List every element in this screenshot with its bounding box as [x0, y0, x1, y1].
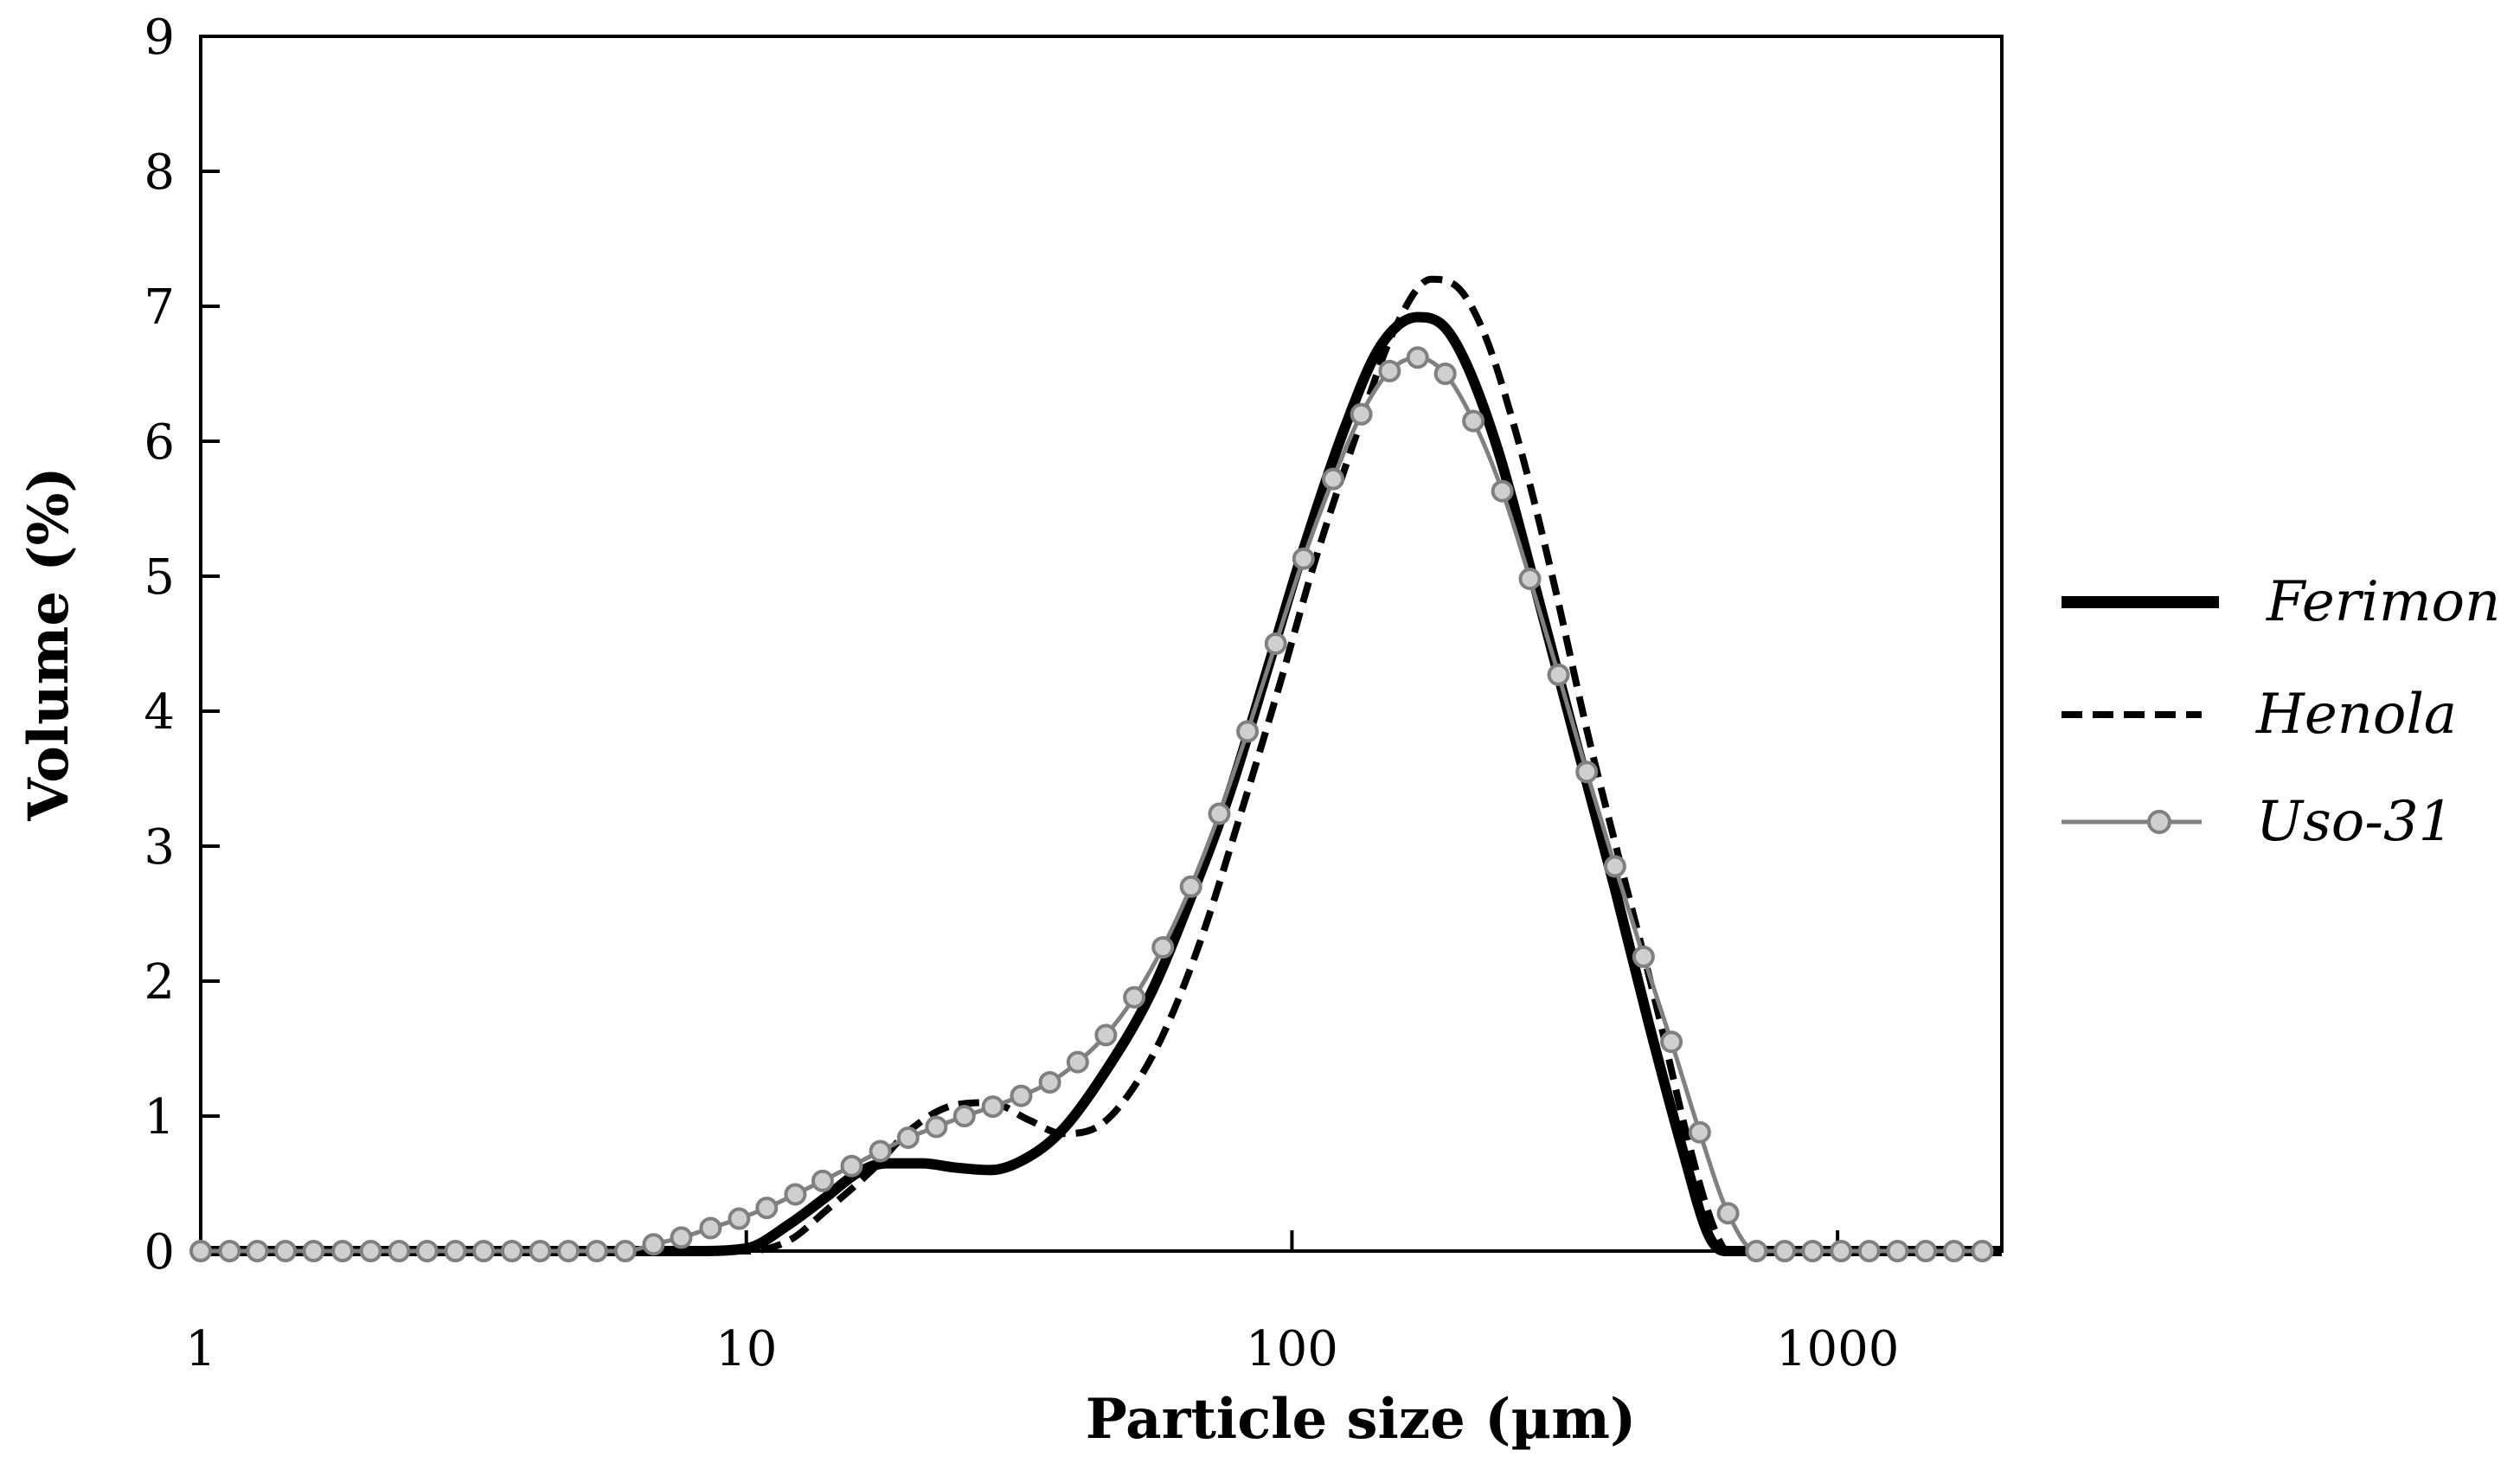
data-point: [388, 1240, 411, 1262]
data-point: [642, 1233, 665, 1256]
data-point: [1236, 720, 1260, 743]
y-tick-label: 0: [144, 1224, 175, 1280]
legend-label-uso31: Uso-31: [2256, 790, 2453, 854]
data-point: [273, 1240, 297, 1262]
data-point: [1010, 1084, 1033, 1107]
data-point: [1801, 1240, 1824, 1262]
legend-label-henola: Henola: [2255, 683, 2457, 747]
data-point: [1066, 1050, 1089, 1074]
y-tick-label: 4: [144, 684, 175, 741]
data-point: [1406, 346, 1429, 369]
y-tick-label: 8: [144, 144, 175, 201]
x-axis-title: Particle size (µm): [1086, 1387, 1637, 1452]
data-point: [444, 1240, 467, 1262]
data-point: [472, 1240, 496, 1262]
data-point: [1575, 760, 1599, 784]
data-point: [1179, 875, 1202, 898]
data-point: [925, 1115, 948, 1139]
data-point: [331, 1240, 355, 1262]
y-axis-title: Volume (%): [16, 466, 81, 821]
data-point: [1632, 945, 1655, 968]
data-point: [670, 1226, 693, 1249]
data-point: [585, 1240, 608, 1262]
data-point: [1292, 547, 1315, 570]
y-tick-label: 7: [144, 279, 175, 336]
legend-swatch-uso31-marker: [2147, 810, 2171, 834]
data-point: [1350, 402, 1373, 426]
data-point: [1151, 936, 1175, 959]
data-point: [1603, 855, 1626, 878]
x-tick-label: 100: [1246, 1321, 1338, 1377]
data-point: [1094, 1024, 1118, 1047]
data-point: [1038, 1071, 1061, 1094]
data-point: [1123, 985, 1146, 1009]
data-point: [952, 1105, 976, 1127]
data-point: [1971, 1240, 1994, 1262]
data-point: [1716, 1202, 1740, 1225]
data-point: [1857, 1240, 1881, 1262]
y-tick-label: 3: [144, 819, 175, 876]
data-point: [755, 1197, 779, 1220]
y-tick-label: 1: [144, 1089, 175, 1146]
data-point: [1886, 1240, 1909, 1262]
data-point: [840, 1154, 863, 1178]
x-tick-label: 1000: [1776, 1321, 1900, 1377]
data-point: [896, 1126, 920, 1149]
data-point: [1745, 1240, 1768, 1262]
data-point: [1208, 802, 1231, 825]
y-tick-label: 5: [144, 549, 175, 606]
data-point: [728, 1207, 751, 1230]
series-layer: [189, 275, 2002, 1262]
y-tick-label: 2: [144, 954, 175, 1011]
data-point: [1688, 1120, 1711, 1144]
data-point: [1264, 632, 1287, 655]
data-point: [1773, 1240, 1797, 1262]
data-point: [246, 1240, 269, 1262]
data-point: [189, 1240, 212, 1262]
series-uso31: [189, 346, 1994, 1262]
data-point: [218, 1240, 241, 1262]
data-point: [415, 1240, 439, 1262]
y-tick-label: 6: [144, 414, 175, 471]
data-point: [1378, 359, 1401, 382]
data-point: [1830, 1240, 1853, 1262]
data-point: [869, 1139, 892, 1163]
data-point: [1433, 363, 1457, 385]
x-tick-label: 1: [185, 1321, 216, 1377]
x-tick-label: 10: [715, 1321, 777, 1377]
data-point: [1547, 663, 1570, 686]
data-point: [811, 1169, 834, 1192]
data-point: [699, 1216, 722, 1240]
data-point: [1322, 467, 1345, 491]
legend-label-ferimon: Ferimon: [2266, 570, 2500, 634]
data-point: [981, 1095, 1004, 1119]
plot-frame: [199, 35, 2004, 1253]
data-point: [1660, 1030, 1683, 1054]
data-point: [529, 1240, 552, 1262]
data-point: [1942, 1240, 1965, 1262]
data-point: [1518, 568, 1542, 591]
data-point: [1914, 1240, 1938, 1262]
data-point: [613, 1240, 637, 1262]
legend: Ferimon Henola Uso-31: [2062, 570, 2500, 854]
data-point: [359, 1240, 382, 1262]
data-point: [1491, 479, 1514, 503]
data-point: [784, 1183, 807, 1206]
data-point: [302, 1240, 325, 1262]
y-tick-label: 9: [144, 10, 175, 66]
data-point: [1462, 409, 1485, 433]
data-point: [500, 1240, 523, 1262]
data-point: [557, 1240, 580, 1262]
